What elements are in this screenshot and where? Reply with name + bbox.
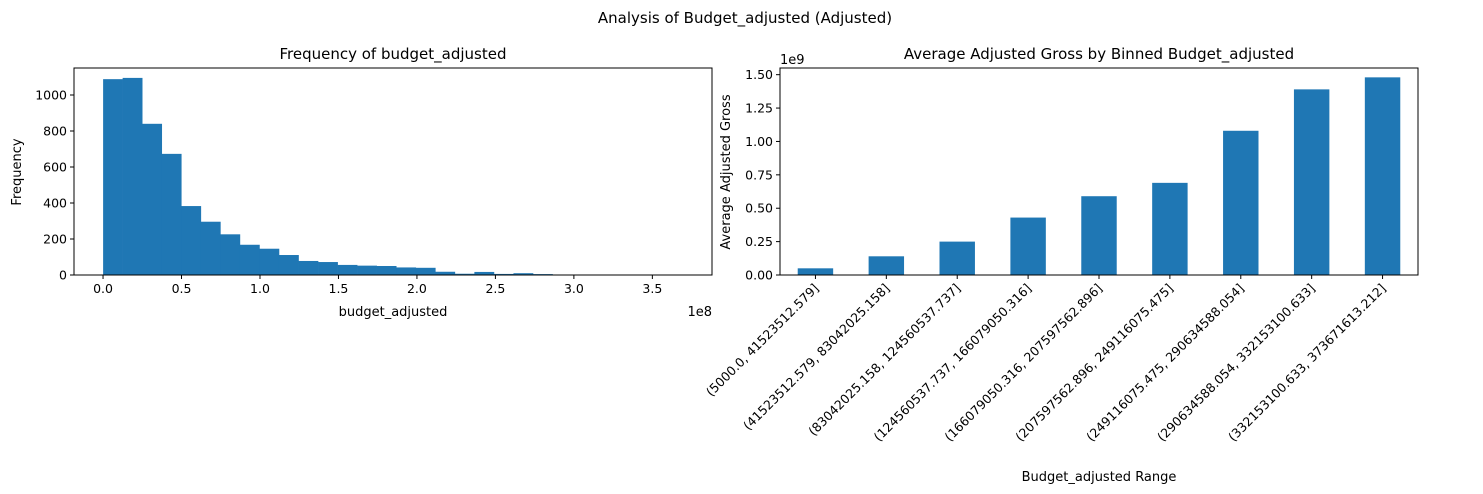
histogram-y-tick-label: 800 xyxy=(43,124,67,139)
histogram-x-tick-label: 0.0 xyxy=(93,281,113,296)
histogram-y-tick-label: 600 xyxy=(43,160,67,175)
histogram-y-label: Frequency xyxy=(10,138,25,205)
histogram-x-tick-label: 1.0 xyxy=(250,281,270,296)
gross-bar xyxy=(1010,217,1046,275)
histogram-y-tick-label: 1000 xyxy=(35,88,67,103)
histogram-bar xyxy=(103,79,123,275)
histogram-x-tick-label: 3.5 xyxy=(642,281,662,296)
gross-x-label: Budget_adjusted Range xyxy=(1022,470,1177,485)
histogram-bar xyxy=(239,244,260,275)
gross-plot-frame xyxy=(779,67,1419,276)
histogram-plot-frame xyxy=(73,67,713,276)
histogram-bar xyxy=(161,153,182,275)
histogram-bar xyxy=(259,248,280,275)
histogram-y-tick-label: 400 xyxy=(43,196,67,211)
gross-x-tick-label: (332153100.633, 373671613.212] xyxy=(1225,281,1389,445)
histogram-x-tick-label: 3.0 xyxy=(564,281,584,296)
gross-y-tick-label: 1.50 xyxy=(745,67,773,82)
gross-bar xyxy=(1364,77,1401,275)
gross-y-tick-label: 1.25 xyxy=(745,101,773,116)
gross-y-tick-label: 0.25 xyxy=(745,234,773,249)
gross-y-ticks: 0.00 0.25 0.50 0.75 1.00 1.25 1.50 xyxy=(745,67,780,283)
histogram-x-tick-label: 2.5 xyxy=(485,281,505,296)
gross-y-tick-label: 0.00 xyxy=(745,268,773,283)
histogram-bar xyxy=(122,77,143,276)
gross-x-tick-label: (166079050.316, 207597562.896] xyxy=(941,281,1105,445)
histogram-y-ticks: 0 200 400 600 800 1000 xyxy=(35,88,74,283)
gross-bar xyxy=(1081,196,1117,275)
histogram-bar xyxy=(298,260,319,275)
gross-bar xyxy=(939,241,975,275)
gross-bar xyxy=(1293,89,1330,276)
histogram-y-tick-label: 200 xyxy=(43,232,67,247)
histogram-bar xyxy=(318,262,338,275)
histogram-bar xyxy=(435,271,456,275)
histogram-bar xyxy=(513,273,534,275)
histogram-bar xyxy=(415,267,436,275)
gross-y-tick-label: 0.50 xyxy=(745,201,773,216)
histogram-x-tick-label: 0.5 xyxy=(172,281,192,296)
histogram-bar xyxy=(396,267,417,275)
gross-x-tick-label: (249116075.475, 290634588.054] xyxy=(1083,281,1247,445)
histogram-x-label: budget_adjusted xyxy=(339,305,448,320)
gross-y-offset-label: 1e9 xyxy=(780,53,805,68)
gross-y-tick-label: 0.75 xyxy=(745,167,773,182)
gross-bar xyxy=(1223,130,1259,275)
gross-bar-chart: Average Adjusted Gross by Binned Budget_… xyxy=(703,45,1419,485)
gross-bar xyxy=(1152,182,1188,275)
gross-y-label: Average Adjusted Gross xyxy=(719,94,734,249)
histogram-bar xyxy=(181,206,202,275)
histogram-bar xyxy=(142,123,163,275)
histogram-chart: Frequency of budget_adjusted 0.0 0.5 1.0 1.… xyxy=(10,45,713,320)
gross-x-tick-label: (124560537.737, 166079050.316] xyxy=(871,281,1035,445)
gross-x-tick-label: (83042025.158, 124560537.737] xyxy=(805,281,963,439)
gross-bar xyxy=(868,256,905,275)
histogram-bar xyxy=(493,273,514,275)
gross-x-tick-label: (290634588.054, 332153100.633] xyxy=(1154,281,1318,445)
gross-chart-title: Average Adjusted Gross by Binned Budget_… xyxy=(904,45,1294,64)
gross-bars xyxy=(797,77,1401,276)
histogram-bar xyxy=(220,234,241,275)
histogram-bars xyxy=(103,77,690,276)
gross-x-tick-label: (207597562.896, 249116075.475] xyxy=(1012,281,1176,445)
histogram-x-ticks: 0.0 0.5 1.0 1.5 2.0 2.5 3.0 3.5 xyxy=(93,275,662,296)
figure-suptitle: Analysis of Budget_adjusted (Adjusted) xyxy=(598,9,892,28)
gross-x-ticks: (5000.0, 41523512.579](41523512.579, 830… xyxy=(703,275,1389,444)
histogram-bar xyxy=(278,255,299,275)
histogram-bar xyxy=(454,273,475,275)
histogram-bar xyxy=(357,265,377,275)
histogram-title: Frequency of budget_adjusted xyxy=(280,45,507,64)
histogram-bar xyxy=(337,264,358,275)
histogram-y-tick-label: 0 xyxy=(59,268,67,283)
gross-x-tick-label: (41523512.579, 83042025.158] xyxy=(740,281,892,433)
histogram-x-offset-label: 1e8 xyxy=(687,305,712,320)
histogram-x-tick-label: 2.0 xyxy=(407,281,427,296)
gross-bar xyxy=(797,268,834,275)
histogram-bar xyxy=(376,266,397,275)
histogram-bar xyxy=(474,271,495,275)
gross-x-tick-label: (5000.0, 41523512.579] xyxy=(703,281,822,400)
gross-y-tick-label: 1.00 xyxy=(745,134,773,149)
histogram-x-tick-label: 1.5 xyxy=(329,281,349,296)
histogram-bar xyxy=(200,221,221,275)
